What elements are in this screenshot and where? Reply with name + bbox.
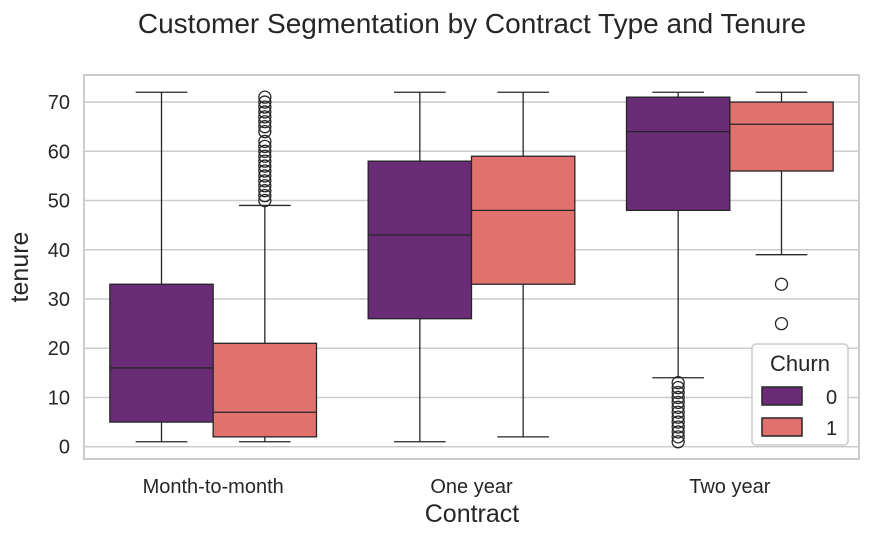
box-1-2 [729,91,834,331]
y-tick-label: 20 [48,338,70,360]
outlier-point [671,435,685,449]
box-0-1 [367,91,473,443]
box-iqr [625,96,731,212]
y-axis-label: tenure [6,232,34,303]
legend-swatch-0 [761,386,803,406]
outlier-point [258,193,272,208]
outlier-point [774,277,789,291]
box-iqr [367,160,473,320]
outlier-point [671,400,685,414]
y-tick-label: 10 [48,387,70,409]
outlier-point [774,316,789,331]
legend: Churn 0 1 [751,343,849,446]
box-iqr [109,283,214,423]
box-iqr [212,342,318,438]
outlier-point [258,144,272,158]
boxes [109,90,834,449]
outlier-point [258,139,272,154]
box-iqr [470,155,576,285]
outlier-point [671,410,685,424]
x-axis: Month-to-month One year Two year [143,476,771,498]
x-tick-label: Two year [689,476,770,498]
legend-title: Churn [770,351,830,376]
outlier-point [258,120,272,134]
box-0-0 [109,91,214,443]
y-tick-label: 30 [48,289,70,311]
legend-label-0: 0 [826,387,837,409]
plot-frame [83,74,860,460]
legend-swatch-1 [761,417,803,437]
chart-title: Customer Segmentation by Contract Type a… [138,8,806,39]
y-tick-label: 60 [48,141,70,163]
outlier-point [258,100,272,114]
y-tick-label: 50 [48,191,70,213]
outlier-point [671,405,685,419]
y-tick-label: 0 [59,437,70,459]
outlier-point [671,425,685,439]
x-axis-label: Contract [425,500,520,528]
box-iqr [729,101,834,172]
outlier-point [258,154,272,168]
outlier-point [671,395,685,410]
x-tick-label: One year [430,476,513,498]
legend-label-1: 1 [826,418,837,440]
outlier-point [258,159,272,173]
y-tick-label: 70 [48,92,70,114]
outlier-point [671,376,685,390]
outlier-point [258,149,272,163]
y-axis: 0 10 20 30 40 50 60 70 [48,92,70,459]
outlier-point [258,179,272,193]
outlier-point [258,95,272,109]
outlier-point [258,174,272,188]
outlier-point [258,110,272,124]
box-0-2 [625,91,731,449]
outlier-point [258,105,272,119]
x-tick-label: Month-to-month [143,476,284,498]
outlier-point [258,115,272,129]
outlier-point [258,169,272,183]
outlier-point [671,390,685,405]
outlier-point [671,430,685,444]
outlier-point [671,420,685,434]
outlier-point [258,184,272,198]
outlier-point [258,188,272,203]
y-tick-label: 40 [48,240,70,262]
outlier-point [671,385,685,400]
outlier-point [258,90,272,104]
box-1-0 [212,90,318,443]
outlier-point [258,124,272,139]
box-1-1 [470,91,576,438]
outlier-point [258,164,272,178]
outlier-point [671,415,685,429]
outlier-point [258,134,272,149]
outlier-point [671,380,685,395]
